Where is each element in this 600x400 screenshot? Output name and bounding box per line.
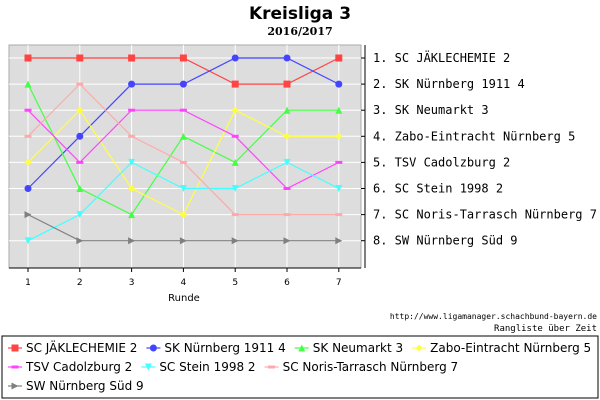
data-point	[76, 211, 84, 219]
chart-subtitle: 2016/2017	[267, 25, 332, 38]
data-point	[179, 160, 187, 164]
data-point	[24, 80, 32, 88]
data-point	[128, 158, 136, 166]
data-point	[335, 106, 343, 114]
plot-area	[8, 44, 362, 269]
data-point	[24, 54, 32, 62]
rank-label: 7. SC Noris-Tarrasch Nürnberg 7	[373, 208, 597, 222]
legend-label: SW Nürnberg Süd 9	[26, 379, 144, 393]
data-point	[335, 54, 343, 62]
data-point	[76, 106, 84, 114]
data-point	[179, 237, 187, 245]
legend-label: SC Noris-Tarrasch Nürnberg 7	[283, 360, 459, 374]
legend-marker	[144, 363, 152, 371]
data-point	[179, 80, 187, 88]
data-point	[128, 54, 136, 62]
data-point	[231, 185, 239, 192]
legend-label: Zabo-Eintracht Nürnberg 5	[430, 341, 591, 355]
rank-label: 8. SW Nürnberg Süd 9	[373, 234, 518, 248]
data-point	[128, 185, 136, 192]
data-point	[335, 237, 343, 245]
legend-marker	[298, 344, 306, 352]
x-axis-label: Runde	[168, 293, 200, 304]
data-point	[335, 160, 343, 164]
data-point	[231, 54, 239, 62]
x-tick-label: 7	[336, 278, 342, 288]
legend-label: SC Stein 1998 2	[159, 360, 255, 374]
rank-label: 4. Zabo-Eintracht Nürnberg 5	[373, 129, 575, 143]
x-ticks: 1 2 3 4 5 6 7	[25, 268, 342, 288]
legend-marker	[11, 344, 19, 352]
data-point	[24, 134, 32, 138]
data-point	[24, 211, 32, 219]
series-markers	[24, 54, 343, 245]
data-point	[76, 160, 84, 164]
data-point	[179, 185, 187, 192]
data-point	[283, 187, 291, 190]
legend-marker	[149, 344, 157, 352]
data-point	[231, 237, 239, 245]
data-point	[283, 80, 291, 88]
data-point	[24, 108, 32, 112]
data-point	[128, 80, 136, 88]
data-point	[335, 185, 343, 192]
data-point	[179, 211, 187, 219]
rank-label: 3. SK Neumarkt 3	[373, 103, 489, 117]
data-point	[128, 134, 136, 138]
legend-items: SC JÄKLECHEMIE 2 SK Nürnberg 1911 4 SK Neu…	[8, 340, 591, 393]
data-point	[24, 185, 32, 192]
legend-marker	[415, 344, 423, 352]
data-point	[335, 80, 343, 88]
source-url: http://www.ligamanager.schachbund-bayern…	[390, 312, 597, 321]
data-point	[24, 158, 32, 166]
data-point	[231, 80, 239, 88]
rank-label: 1. SC JÄKLECHEMIE 2	[373, 50, 510, 65]
rank-label: 5. TSV Cadolzburg 2	[373, 155, 510, 169]
x-tick-label: 6	[284, 278, 290, 288]
legend-marker	[11, 382, 19, 390]
x-tick-label: 4	[181, 278, 187, 288]
legend-marker	[268, 365, 276, 369]
data-point	[231, 106, 239, 114]
rank-label: 2. SK Nürnberg 1911 4	[373, 77, 525, 91]
data-point	[24, 237, 32, 245]
data-point	[231, 134, 239, 138]
data-point	[128, 237, 136, 245]
x-tick-label: 2	[77, 278, 83, 288]
data-point	[76, 237, 84, 245]
data-point	[283, 237, 291, 245]
data-point	[231, 213, 239, 217]
data-point	[76, 185, 84, 192]
legend-label: SK Nürnberg 1911 4	[164, 341, 285, 355]
data-point	[335, 132, 343, 140]
legend-label: SK Neumarkt 3	[313, 341, 403, 355]
chart-title: Kreisliga 3	[249, 4, 351, 24]
data-point	[179, 132, 187, 140]
x-tick-label: 5	[232, 278, 238, 288]
data-point	[283, 132, 291, 140]
legend-marker	[11, 365, 19, 369]
legend	[1, 335, 599, 399]
data-point	[283, 213, 291, 217]
legend-label: SC JÄKLECHEMIE 2	[26, 340, 137, 355]
legend-label: TSV Cadolzburg 2	[25, 360, 132, 374]
data-point	[231, 158, 239, 166]
x-tick-label: 1	[25, 278, 31, 288]
chart-caption: Rangliste über Zeit	[494, 324, 597, 334]
data-point	[283, 54, 291, 62]
rank-label: 6. SC Stein 1998 2	[373, 182, 503, 196]
data-point	[128, 211, 136, 219]
x-tick-label: 3	[129, 278, 135, 288]
data-point	[179, 54, 187, 62]
data-point	[128, 108, 136, 112]
data-point	[76, 82, 84, 86]
data-point	[76, 54, 84, 62]
rank-labels: 1. SC JÄKLECHEMIE 2 2. SK Nürnberg 1911 4…	[361, 50, 597, 248]
data-point	[76, 132, 84, 140]
data-point	[283, 158, 291, 166]
data-point	[283, 106, 291, 114]
data-point	[179, 108, 187, 112]
data-point	[335, 213, 343, 217]
